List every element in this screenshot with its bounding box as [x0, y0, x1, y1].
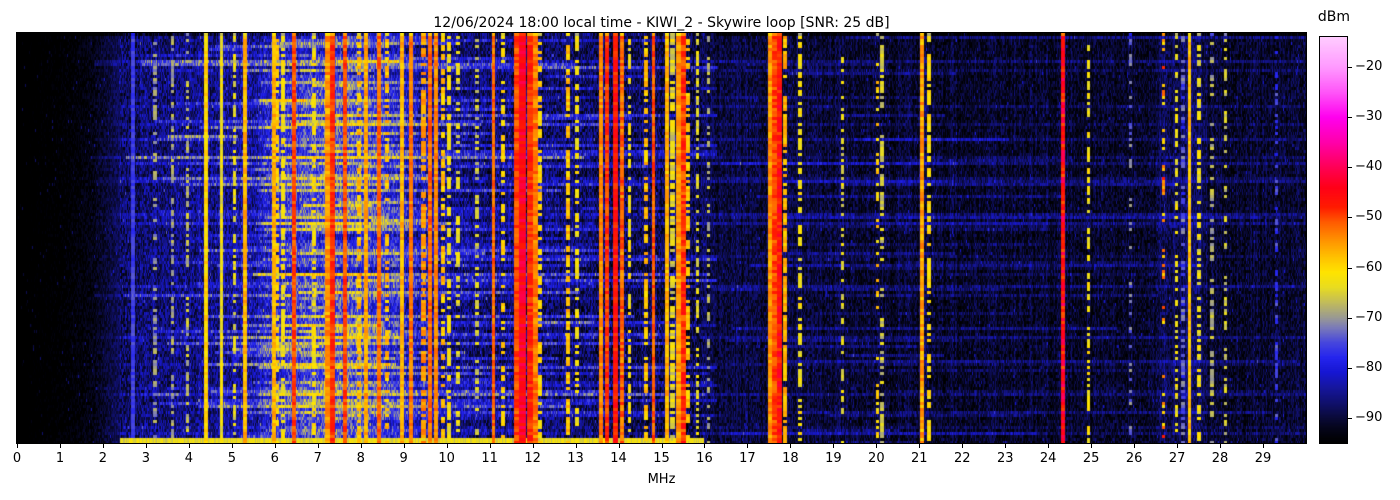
x-tick-mark [618, 444, 620, 448]
x-tick-label: 20 [868, 451, 885, 466]
x-tick-label: 5 [227, 451, 236, 466]
colorbar-tick-mark [1348, 117, 1352, 119]
x-tick-mark [876, 444, 878, 448]
colorbar-tick-mark [1348, 67, 1352, 69]
x-tick-label: 10 [438, 451, 455, 466]
x-tick-mark [102, 444, 104, 448]
x-tick-mark [747, 444, 749, 448]
x-tick-label: 28 [1211, 451, 1229, 466]
x-tick-mark [1091, 444, 1093, 448]
x-tick-mark [17, 444, 18, 448]
x-tick-mark [962, 444, 964, 448]
x-tick-label: 6 [270, 451, 279, 466]
x-tick-label: 29 [1254, 451, 1272, 466]
x-tick-mark [145, 444, 147, 448]
x-tick-label: 14 [610, 451, 627, 466]
x-tick-mark [1134, 444, 1136, 448]
colorbar-tick-label: −50 [1355, 209, 1383, 225]
colorbar-tick-mark [1348, 167, 1352, 169]
x-tick-mark [1048, 444, 1050, 448]
colorbar-tick-label: −20 [1355, 59, 1383, 75]
x-tick-mark [446, 444, 448, 448]
colorbar-tick-label: −90 [1355, 410, 1383, 426]
x-tick-mark [59, 444, 61, 448]
x-tick-mark [360, 444, 362, 448]
x-tick-label: 17 [739, 451, 756, 466]
colorbar-tick-label: −60 [1355, 259, 1383, 275]
x-tick-label: 9 [399, 451, 408, 466]
x-tick-mark [317, 444, 319, 448]
x-tick-label: 18 [782, 451, 799, 466]
x-tick-label: 15 [653, 451, 670, 466]
x-tick-label: 2 [98, 451, 108, 466]
x-tick-label: 27 [1168, 451, 1186, 466]
x-tick-mark [188, 444, 190, 448]
x-tick-mark [532, 444, 534, 448]
colorbar-tick-label: −40 [1355, 159, 1383, 175]
x-tick-label: 1 [55, 451, 65, 466]
spectrogram-heatmap-canvas [17, 33, 1306, 443]
x-tick-label: 3 [141, 451, 151, 466]
x-tick-mark [1220, 444, 1222, 448]
x-tick-mark [661, 444, 663, 448]
x-tick-label: 8 [356, 451, 365, 466]
x-tick-label: 23 [996, 451, 1014, 466]
x-tick-mark [704, 444, 706, 448]
x-tick-mark [575, 444, 577, 448]
colorbar-tick-mark [1348, 317, 1352, 319]
x-tick-label: 26 [1125, 451, 1143, 466]
x-tick-mark [231, 444, 233, 448]
x-tick-label: 16 [696, 451, 713, 466]
x-tick-label: 24 [1039, 451, 1057, 466]
colorbar-label: dBm [1317, 9, 1351, 25]
x-axis-label: MHz [647, 472, 676, 487]
x-tick-mark [919, 444, 921, 448]
colorbar-tick-label: −80 [1355, 360, 1383, 376]
x-tick-label: 4 [184, 451, 193, 466]
colorbar-tick-mark [1348, 267, 1352, 269]
x-tick-label: 25 [1082, 451, 1100, 466]
colorbar-tick-mark [1348, 217, 1352, 219]
x-tick-mark [1005, 444, 1007, 448]
x-tick-mark [403, 444, 405, 448]
colorbar-tick-mark [1348, 417, 1352, 419]
x-tick-label: 21 [911, 451, 928, 466]
colorbar-tick-label: −30 [1355, 109, 1383, 125]
colorbar-tick-label: −70 [1355, 309, 1383, 325]
x-tick-mark [1177, 444, 1179, 448]
x-tick-mark [833, 444, 835, 448]
colorbar [1319, 36, 1348, 444]
x-tick-label: 12 [524, 451, 541, 466]
x-tick-label: 19 [825, 451, 842, 466]
x-tick-label: 7 [313, 451, 322, 466]
x-tick-label: 22 [953, 451, 971, 466]
plot-area [16, 32, 1307, 444]
x-tick-label: 0 [12, 451, 22, 466]
chart-title: 12/06/2024 18:00 local time - KIWI_2 - S… [433, 15, 890, 31]
x-tick-label: 11 [481, 451, 498, 466]
colorbar-tick-mark [1348, 367, 1352, 369]
colorbar-gradient-canvas [1320, 37, 1347, 443]
x-tick-mark [274, 444, 276, 448]
x-tick-mark [1263, 444, 1265, 448]
x-tick-mark [489, 444, 491, 448]
x-tick-label: 13 [567, 451, 584, 466]
x-tick-mark [790, 444, 792, 448]
